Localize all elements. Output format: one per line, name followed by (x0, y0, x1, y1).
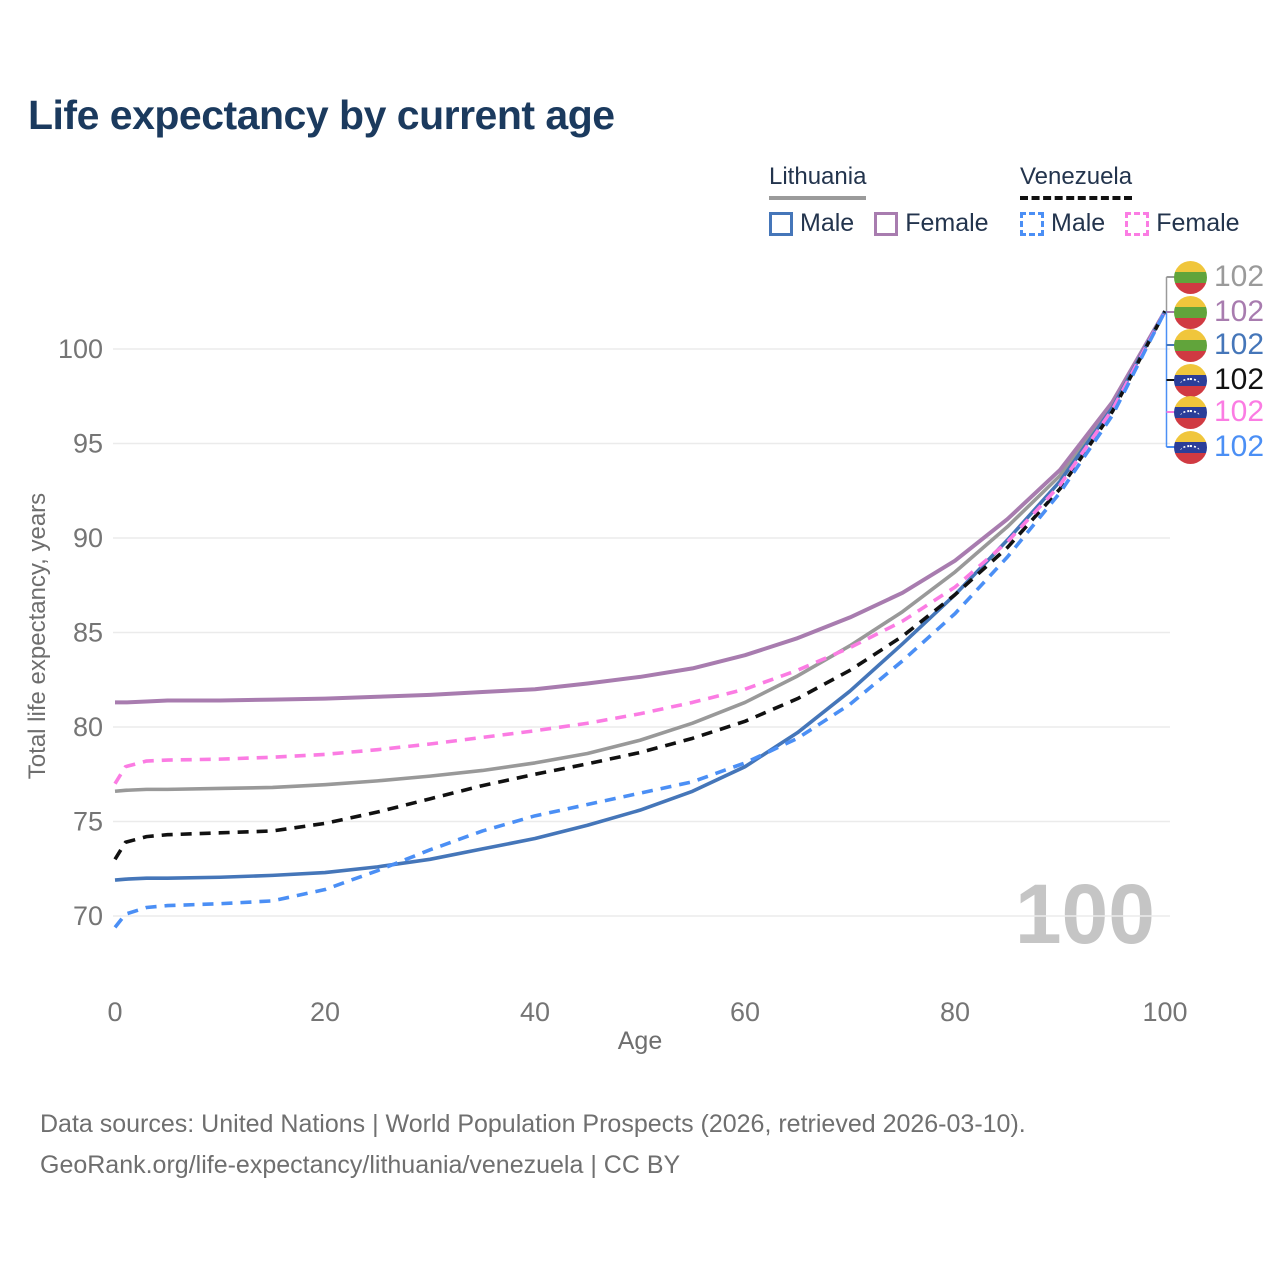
footer-attribution: GeoRank.org/life-expectancy/lithuania/ve… (40, 1151, 681, 1179)
venezuela-female-swatch-icon[interactable] (1125, 211, 1150, 236)
y-tick-label: 95 (73, 429, 103, 459)
lithuania-flag-icon (1174, 328, 1207, 362)
x-tick-label: 60 (730, 997, 760, 1027)
x-tick-label: 80 (940, 997, 970, 1027)
end-value-label: 102 (1214, 260, 1265, 293)
footer-data-sources: Data sources: United Nations | World Pop… (40, 1110, 1026, 1138)
x-tick-label: 40 (520, 997, 550, 1027)
legend-label: Female (905, 209, 989, 237)
age-counter-watermark: 100 (1014, 867, 1155, 961)
venezuela-flag-icon (1174, 363, 1207, 397)
legend-label: Male (1051, 209, 1106, 237)
x-axis-title: Age (617, 1027, 663, 1055)
end-label-row: 102 (1174, 430, 1264, 464)
x-tick-label: 20 (310, 997, 340, 1027)
legend-group-venezuela: Venezuela Male Female (1020, 163, 1260, 238)
x-tick-label: 100 (1142, 997, 1187, 1027)
series-line-lithuania-female (115, 310, 1167, 705)
end-label-row: 102 (1174, 295, 1264, 329)
legend-country-venezuela: Venezuela (1020, 163, 1133, 200)
series-line-venezuela-male (113, 310, 1167, 929)
legend-toggle-venezuela-male[interactable]: Male (1020, 209, 1105, 238)
x-tick-label: 0 (107, 997, 122, 1027)
venezuela-flag-icon (1174, 395, 1207, 429)
legend-label: Male (800, 209, 855, 237)
series-line-lithuania-both-sexes (114, 310, 1167, 794)
end-value-label: 102 (1214, 363, 1265, 396)
venezuela-male-swatch-icon[interactable] (1020, 211, 1044, 236)
venezuela-flag-icon (1174, 430, 1207, 464)
end-value-label: 102 (1214, 395, 1265, 428)
stars-arc (1180, 409, 1200, 423)
end-value-label: 102 (1214, 328, 1265, 361)
end-value-label: 102 (1214, 430, 1265, 463)
end-label-row: 102 (1174, 260, 1264, 294)
y-tick-label: 75 (73, 807, 103, 837)
end-label-row: 102 (1174, 328, 1264, 362)
lithuania-male-swatch-icon[interactable] (769, 211, 793, 236)
legend-toggle-venezuela-female[interactable]: Female (1125, 209, 1240, 238)
page-title: Life expectancy by current age (28, 92, 615, 138)
lithuania-flag-icon (1174, 295, 1207, 329)
legend-country-lithuania: Lithuania (769, 163, 867, 200)
stars-arc (1180, 377, 1200, 391)
series-line-lithuania-male (114, 310, 1167, 882)
end-value-label: 102 (1214, 295, 1265, 328)
legend-toggle-lithuania-male[interactable]: Male (769, 209, 854, 238)
lithuania-flag-icon (1174, 260, 1207, 294)
lithuania-female-swatch-icon[interactable] (874, 211, 899, 236)
y-tick-label: 80 (73, 712, 103, 742)
series-line-venezuela-both-sexes (113, 310, 1167, 861)
y-tick-label: 85 (73, 618, 103, 648)
end-label-row: 102 (1174, 363, 1264, 397)
y-tick-label: 100 (58, 334, 103, 364)
stars-arc (1180, 444, 1200, 458)
legend-toggle-lithuania-female[interactable]: Female (874, 209, 989, 238)
y-tick-label: 70 (73, 901, 103, 931)
legend-group-lithuania: Lithuania Male Female (769, 163, 1009, 238)
y-tick-label: 90 (73, 523, 103, 553)
legend-label: Female (1156, 209, 1240, 237)
series-line-venezuela-female (113, 310, 1167, 785)
end-label-row: 102 (1174, 395, 1264, 429)
